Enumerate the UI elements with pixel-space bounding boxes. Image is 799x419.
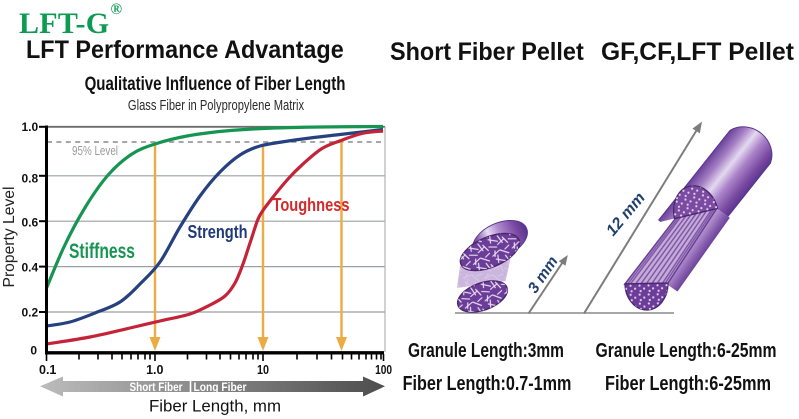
svg-text:0: 0 <box>30 344 37 358</box>
svg-text:0.1: 0.1 <box>39 363 56 377</box>
svg-text:Toughness: Toughness <box>273 194 350 215</box>
svg-text:0.4: 0.4 <box>22 261 39 275</box>
svg-text:1.0: 1.0 <box>22 120 39 134</box>
svg-text:1.0: 1.0 <box>146 363 163 377</box>
svg-text:3 mm: 3 mm <box>525 253 562 296</box>
svg-text:Short Fiber: Short Fiber <box>130 380 183 394</box>
svg-text:95% Level: 95% Level <box>72 144 118 158</box>
svg-text:Fiber Length, mm: Fiber Length, mm <box>149 398 281 416</box>
svg-text:12 mm: 12 mm <box>603 190 649 240</box>
svg-text:0.8: 0.8 <box>22 171 39 185</box>
svg-text:0.6: 0.6 <box>22 216 39 230</box>
svg-text:10: 10 <box>257 363 269 377</box>
svg-text:Strength: Strength <box>188 221 248 242</box>
svg-text:Stiffness: Stiffness <box>69 240 135 263</box>
svg-text:0.2: 0.2 <box>22 306 39 320</box>
svg-text:Long Fiber: Long Fiber <box>194 380 247 394</box>
svg-text:100: 100 <box>375 363 392 377</box>
svg-text:Property Level: Property Level <box>1 187 18 288</box>
